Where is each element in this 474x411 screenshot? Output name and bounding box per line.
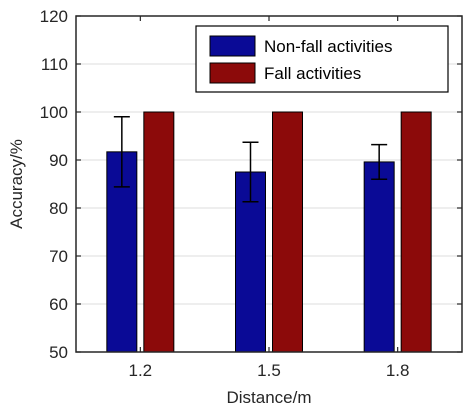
y-tick-label: 60 bbox=[49, 295, 68, 314]
legend: Non-fall activities Fall activities bbox=[195, 25, 449, 93]
gridlines bbox=[76, 15, 462, 353]
x-tick-label: 1.2 bbox=[129, 361, 153, 380]
bars-layer bbox=[106, 111, 432, 353]
legend-label: Non-fall activities bbox=[264, 37, 393, 56]
legend-swatch bbox=[209, 35, 256, 57]
bar bbox=[143, 111, 175, 353]
legend-label: Fall activities bbox=[264, 64, 361, 83]
y-tick-label: 110 bbox=[41, 55, 68, 74]
y-tick-label: 100 bbox=[40, 103, 68, 122]
legend-swatch bbox=[209, 62, 256, 84]
x-tick-label: 1.5 bbox=[257, 361, 281, 380]
y-tick-label: 90 bbox=[49, 151, 68, 170]
y-tick-label: 120 bbox=[40, 7, 68, 26]
x-axis-label: Distance/m bbox=[226, 388, 311, 407]
ticks-layer: 50 60 70 80 90 100 110 120 1.2 1.5 1.8 bbox=[40, 7, 462, 380]
bar bbox=[363, 161, 395, 353]
bar bbox=[272, 111, 303, 353]
y-axis-label: Accuracy/% bbox=[7, 139, 26, 229]
y-tick-label: 50 bbox=[49, 343, 68, 362]
y-tick-label: 80 bbox=[49, 199, 68, 218]
x-tick-label: 1.8 bbox=[386, 361, 410, 380]
y-tick-label: 70 bbox=[49, 247, 68, 266]
bar bbox=[400, 111, 432, 353]
error-bars-layer bbox=[113, 116, 388, 203]
